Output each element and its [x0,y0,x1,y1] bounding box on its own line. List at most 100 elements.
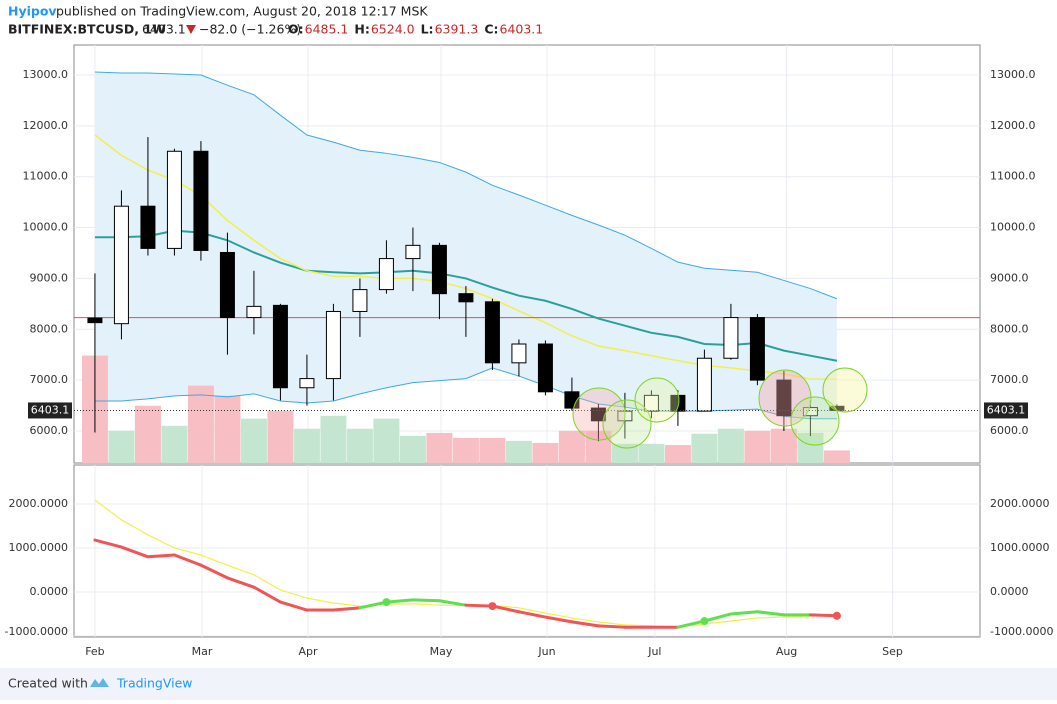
y-tick-label-right: 10000.0 [990,221,1036,234]
y-tick-label: 10000.0 [23,221,69,234]
volume-bar [373,418,400,463]
indicator-segment [437,599,468,607]
y-tick-label: 6000.0 [30,424,69,437]
x-tick-label: Sep [882,645,903,658]
volume-bar [823,450,850,463]
indicator-segment [464,603,494,608]
indicator-segment [172,553,203,567]
candle-body [193,150,209,251]
indicator-segment [755,610,786,617]
volume-bar [426,432,453,463]
volume-bar [214,395,241,463]
candle-body [246,305,262,319]
y-tick-label-right: 9000.0 [990,271,1029,284]
y-tick-label-right: 8000.0 [990,322,1029,335]
candle-body [378,258,394,291]
volume-bar [558,430,585,463]
y-tick-label-right: 2000.0000 [990,497,1050,510]
candle-body [511,343,527,364]
candle-body [484,301,500,364]
candle-body [537,343,553,393]
candle-body [299,378,315,389]
candle-body [643,394,659,412]
y-tick-label: 1000.0000 [9,541,69,554]
x-tick-label: May [430,645,453,658]
candle-body [87,317,103,324]
indicator-segment [146,553,176,559]
candle-body [140,205,156,249]
last: 6403.1 [142,22,186,37]
candle-body [776,379,792,417]
volume-bar [691,433,718,463]
indicator-segment [199,563,229,580]
indicator-segment [93,538,123,549]
ohlc-value: 6391.3 [435,22,479,37]
indicator-segment [225,576,256,589]
y-tick-label: 8000.0 [30,322,69,335]
candle-body [166,150,182,249]
indicator-segment [808,613,839,618]
y-tick-label: 11000.0 [23,170,69,183]
candle-body [458,293,474,303]
indicator-segment [517,610,547,619]
ohlc-label: C: [484,22,498,37]
y-tick-label: 0.0000 [30,585,69,598]
y-tick-label-right: 13000.0 [990,68,1036,81]
indicator-segment [543,615,574,624]
ohlc-label: L: [421,22,434,37]
volume-bar [664,445,691,463]
y-tick-label: -1000.0000 [5,625,68,638]
last-price-tag [28,402,72,419]
indicator-segment [119,545,150,559]
symbol: BITFINEX:BTCUSD, 1W [8,22,166,37]
volume-bar [108,430,135,463]
ohlc-value: 6403.1 [500,22,544,37]
y-tick-label: 13000.0 [23,68,69,81]
volume-bar [611,443,638,463]
candle-body [749,317,765,381]
indicator-segment [331,606,362,612]
volume-bar [346,428,373,463]
candle-body [325,310,341,380]
y-tick-label-right: 12000.0 [990,119,1036,132]
x-tick-label: Jun [537,645,555,658]
candle-body [431,244,447,295]
volume-bar [505,440,532,463]
volume-bar [320,415,347,463]
y-tick-label: 12000.0 [23,119,69,132]
y-tick-label: 2000.0000 [9,497,69,510]
candle-body [696,357,712,412]
last-price-tag [984,402,1028,419]
indicator-segment [596,624,627,629]
candle-body [219,251,235,319]
volume-bar [267,410,294,463]
x-tick-label: Feb [85,645,104,658]
band-upper [94,71,838,300]
author[interactable]: Hyipov [8,4,57,19]
candle-body [113,205,129,325]
y-tick-label-right: 7000.0 [990,373,1029,386]
indicator-segment [252,585,282,604]
volume-bar [134,405,161,463]
x-tick-label: Apr [298,645,318,658]
indicator-segment [278,600,309,612]
y-tick-label-right: 6000.0 [990,424,1029,437]
footer-bg [0,668,1057,700]
ohlc-label: H: [354,22,369,37]
indicator-segment [570,620,600,628]
candle-body [405,244,421,260]
indicator-segment [384,598,415,604]
footer-brand[interactable]: TradingView [116,676,193,691]
candle-body [272,304,288,389]
volume-bar [532,442,559,463]
indicator-segment [490,604,521,614]
down-arrow [186,25,196,34]
annotations [572,367,868,449]
volume-bar [293,428,320,463]
indicator-segment [676,619,706,629]
volume-bar [479,437,506,463]
last-price-label: 6403.1 [31,403,70,416]
y-tick-label: 7000.0 [30,373,69,386]
candle-body [352,289,368,312]
